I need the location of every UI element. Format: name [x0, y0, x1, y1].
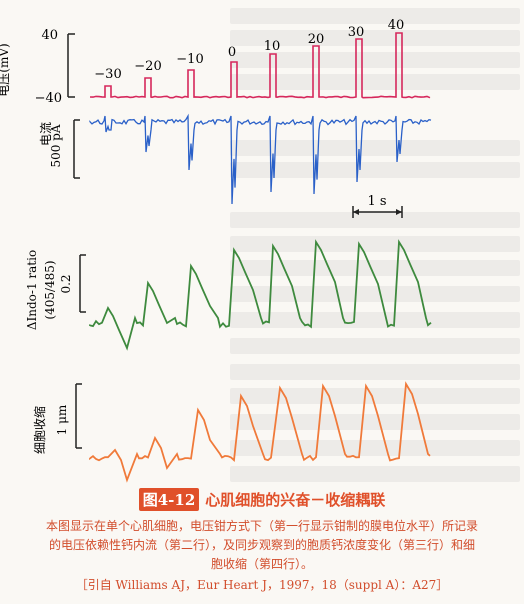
- voltage-step-label: −10: [176, 52, 203, 67]
- calcium-scale-label: 0.2: [59, 274, 73, 293]
- voltage-step-label: 20: [308, 32, 325, 47]
- voltage-tick-top: 40: [41, 28, 58, 43]
- shortening-scale-label: 1 μm: [55, 404, 69, 435]
- voltage-trace: [89, 32, 431, 99]
- calcium-axis-label-2: (405/485): [43, 260, 57, 319]
- voltage-step-label: −20: [134, 59, 161, 74]
- voltage-axis-label: 电压(mV): [0, 43, 11, 96]
- figure-title-text: 心肌细胞的兴奋－收缩耦联: [205, 491, 386, 509]
- caption-reference: ［引自 Williams AJ，Eur Heart J，1997，18（supp…: [75, 578, 449, 592]
- voltage-panel: 电压(mV) 40 −40 −30 −20 −10 0 10 20 30 40: [0, 18, 431, 106]
- current-scale-label: 500 pA: [49, 124, 63, 167]
- time-scale-label: 1 s: [367, 194, 386, 209]
- caption-body: 本图显示在单个心肌细胞，电压钳方式下（第一行显示钳制的膜电位水平）所记录的电压依…: [46, 519, 479, 571]
- shortening-trace: [89, 381, 431, 483]
- shortening-panel: 细胞收缩 1 μm: [32, 381, 431, 483]
- calcium-trace: [89, 239, 432, 351]
- figure-number: 图4-12: [138, 488, 200, 511]
- voltage-step-label: −30: [94, 67, 121, 82]
- current-trace: [89, 113, 432, 205]
- figure-title: 图4-12 心肌细胞的兴奋－收缩耦联: [0, 488, 524, 511]
- shortening-axis-label: 细胞收缩: [32, 406, 47, 454]
- voltage-step-label: 30: [348, 25, 365, 40]
- figure-panels: 电压(mV) 40 −40 −30 −20 −10 0 10 20 30 40 电流 500 …: [0, 18, 432, 483]
- calcium-panel: ΔIndo-1 ratio (405/485) 0.2: [25, 239, 432, 351]
- voltage-step-label: 10: [264, 39, 281, 54]
- voltage-step-label: 0: [228, 45, 236, 60]
- figure-caption: 图4-12 心肌细胞的兴奋－收缩耦联 本图显示在单个心肌细胞，电压钳方式下（第一行…: [0, 488, 524, 593]
- calcium-axis-label: ΔIndo-1 ratio: [25, 250, 39, 330]
- voltage-step-label: 40: [388, 18, 405, 33]
- current-axis-label: 电流: [39, 122, 53, 146]
- current-panel: 电流 500 pA 1 s: [39, 113, 432, 218]
- voltage-tick-bottom: −40: [35, 91, 62, 106]
